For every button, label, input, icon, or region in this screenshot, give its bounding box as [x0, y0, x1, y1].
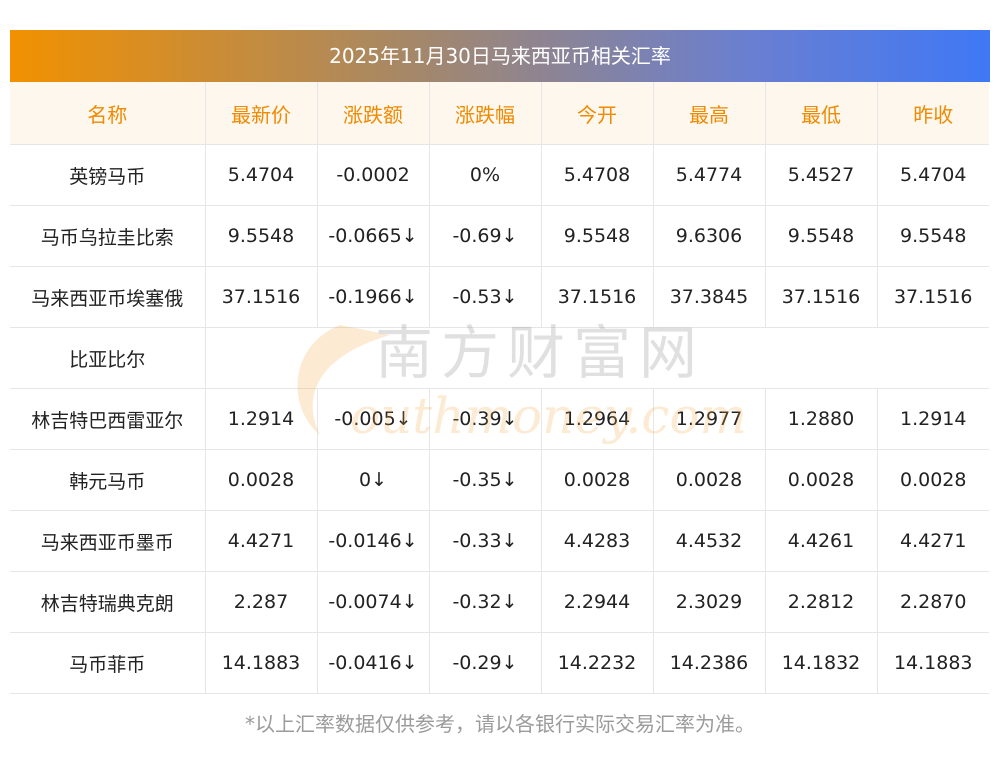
high-price: 9.6306 [652, 205, 765, 267]
currency-name: 马币菲币 [10, 632, 205, 694]
header-latest: 最新价 [204, 82, 317, 145]
change-percent: -0.29↓ [428, 632, 541, 694]
table-row: 英镑马币 5.4704 -0.0002 0% 5.4708 5.4774 5.4… [10, 144, 989, 206]
change-amount: -0.0074↓ [316, 571, 429, 633]
open-price: 5.4708 [540, 144, 653, 206]
high-price: 1.2977 [652, 388, 765, 450]
currency-name: 马来西亚币墨币 [10, 510, 205, 572]
disclaimer-note: *以上汇率数据仅供参考，请以各银行实际交易汇率为准。 [245, 712, 755, 736]
change-amount: -0.1966↓ [316, 266, 429, 328]
header-low: 最低 [764, 82, 877, 145]
low-price: 0.0028 [764, 449, 877, 511]
high-price: 5.4774 [652, 144, 765, 206]
change-amount: -0.005↓ [316, 388, 429, 450]
change-percent: -0.33↓ [428, 510, 541, 572]
prev-close: 5.4704 [876, 144, 989, 206]
prev-close: 2.2870 [876, 571, 989, 633]
header-prev-close: 昨收 [876, 82, 989, 145]
currency-name: 林吉特巴西雷亚尔 [10, 388, 205, 450]
prev-close: 9.5548 [876, 205, 989, 267]
table-row: 马来西亚币墨币 4.4271 -0.0146↓ -0.33↓ 4.4283 4.… [10, 510, 989, 572]
high-price: 14.2386 [652, 632, 765, 694]
latest-price: 0.0028 [204, 449, 317, 511]
high-price: 2.3029 [652, 571, 765, 633]
prev-close: 37.1516 [876, 266, 989, 328]
header-open: 今开 [540, 82, 653, 145]
low-price: 5.4527 [764, 144, 877, 206]
prev-close: 14.1883 [876, 632, 989, 694]
change-amount: 0↓ [316, 449, 429, 511]
header-high: 最高 [652, 82, 765, 145]
open-price: 14.2232 [540, 632, 653, 694]
table-row: 马币乌拉圭比索 9.5548 -0.0665↓ -0.69↓ 9.5548 9.… [10, 205, 989, 267]
low-price: 1.2880 [764, 388, 877, 450]
table-row: 韩元马币 0.0028 0↓ -0.35↓ 0.0028 0.0028 0.00… [10, 449, 989, 511]
exchange-rate-table: 名称 最新价 涨跌额 涨跌幅 今开 最高 最低 昨收 英镑马币 5.4704 -… [10, 82, 989, 694]
change-percent: -0.35↓ [428, 449, 541, 511]
prev-close: 0.0028 [876, 449, 989, 511]
header-change-pct: 涨跌幅 [428, 82, 541, 145]
table-row: 林吉特瑞典克朗 2.287 -0.0074↓ -0.32↓ 2.2944 2.3… [10, 571, 989, 633]
change-amount: -0.0146↓ [316, 510, 429, 572]
currency-name: 韩元马币 [10, 449, 205, 511]
change-percent: -0.39↓ [428, 388, 541, 450]
high-price: 37.3845 [652, 266, 765, 328]
low-price: 4.4261 [764, 510, 877, 572]
open-price: 2.2944 [540, 571, 653, 633]
change-percent: -0.53↓ [428, 266, 541, 328]
high-price: 0.0028 [652, 449, 765, 511]
currency-name: 马币乌拉圭比索 [10, 205, 205, 267]
header-name: 名称 [10, 82, 205, 145]
change-amount: -0.0665↓ [316, 205, 429, 267]
table-row: 林吉特巴西雷亚尔 1.2914 -0.005↓ -0.39↓ 1.2964 1.… [10, 388, 989, 450]
latest-price: 1.2914 [204, 388, 317, 450]
latest-price: 9.5548 [204, 205, 317, 267]
change-amount: -0.0002 [316, 144, 429, 206]
change-amount: -0.0416↓ [316, 632, 429, 694]
change-percent: -0.32↓ [428, 571, 541, 633]
open-price: 1.2964 [540, 388, 653, 450]
latest-price: 5.4704 [204, 144, 317, 206]
open-price: 0.0028 [540, 449, 653, 511]
change-percent: 0% [428, 144, 541, 206]
latest-price: 37.1516 [204, 266, 317, 328]
high-price: 4.4532 [652, 510, 765, 572]
low-price: 2.2812 [764, 571, 877, 633]
header-change: 涨跌额 [316, 82, 429, 145]
open-price: 4.4283 [540, 510, 653, 572]
table-header-row: 名称 最新价 涨跌额 涨跌幅 今开 最高 最低 昨收 [10, 82, 989, 145]
open-price: 9.5548 [540, 205, 653, 267]
table-row: 马币菲币 14.1883 -0.0416↓ -0.29↓ 14.2232 14.… [10, 632, 989, 694]
currency-name: 林吉特瑞典克朗 [10, 571, 205, 633]
currency-name: 英镑马币 [10, 144, 205, 206]
prev-close: 4.4271 [876, 510, 989, 572]
page-title: 2025年11月30日马来西亚币相关汇率 [10, 30, 990, 82]
currency-name: 马来西亚币埃塞俄 [10, 266, 205, 328]
blank-cell [204, 327, 989, 389]
table-row-continuation: 比亚比尔 [10, 327, 989, 389]
latest-price: 4.4271 [204, 510, 317, 572]
table-row: 马来西亚币埃塞俄 37.1516 -0.1966↓ -0.53↓ 37.1516… [10, 266, 989, 328]
prev-close: 1.2914 [876, 388, 989, 450]
open-price: 37.1516 [540, 266, 653, 328]
low-price: 9.5548 [764, 205, 877, 267]
low-price: 14.1832 [764, 632, 877, 694]
latest-price: 14.1883 [204, 632, 317, 694]
latest-price: 2.287 [204, 571, 317, 633]
currency-name-continuation: 比亚比尔 [10, 327, 205, 389]
change-percent: -0.69↓ [428, 205, 541, 267]
low-price: 37.1516 [764, 266, 877, 328]
